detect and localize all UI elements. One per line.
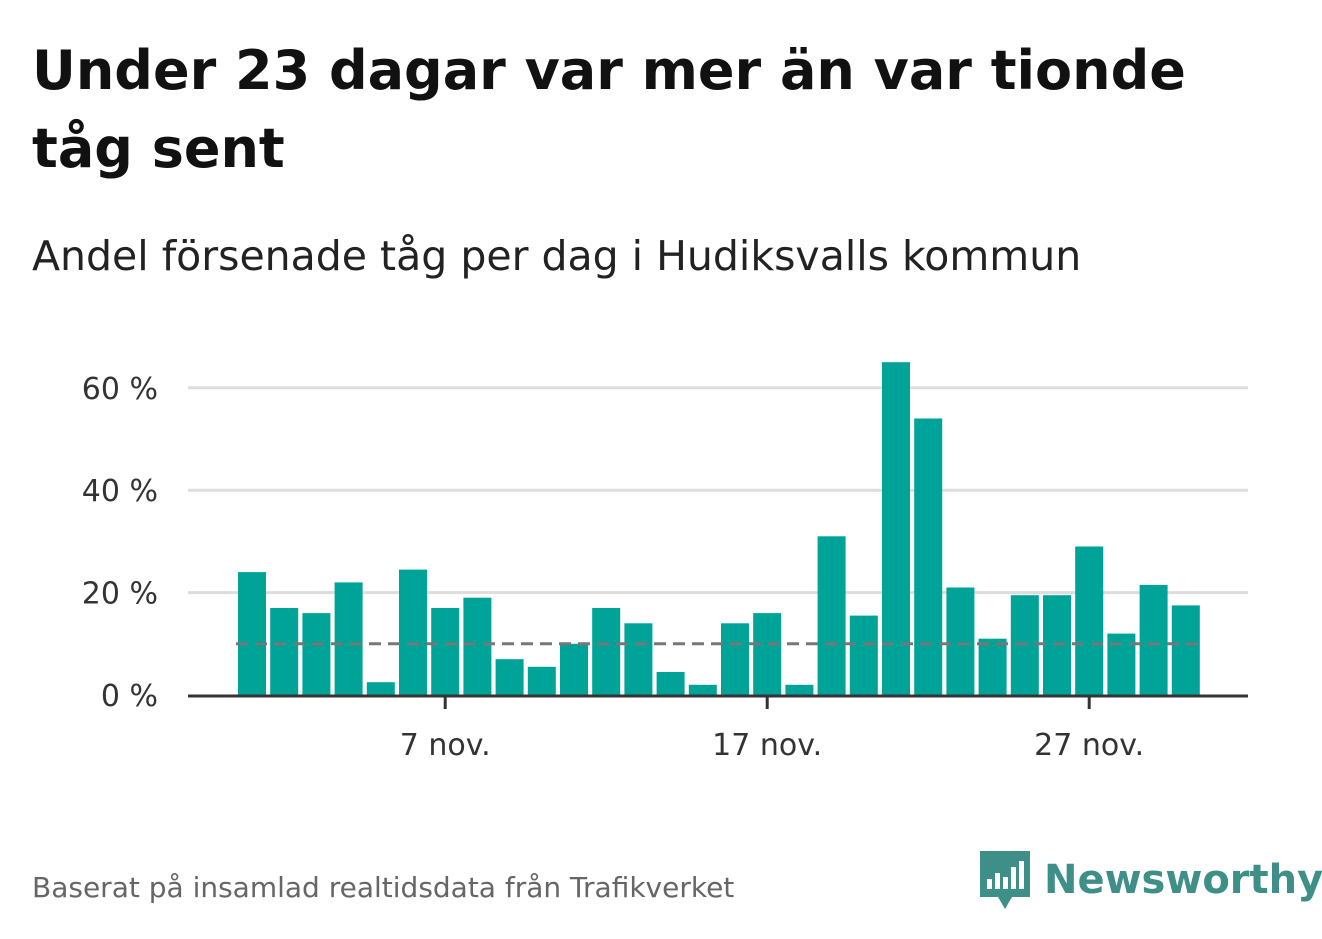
bar (624, 623, 653, 695)
gridlines (188, 386, 1248, 595)
bar (1171, 605, 1200, 695)
bars (238, 362, 1200, 695)
bar (399, 569, 427, 695)
bar (882, 362, 910, 695)
bar (495, 659, 524, 695)
chart-title: Under 23 dagar var mer än var tionde tåg… (32, 39, 1186, 180)
bar (817, 536, 846, 695)
bar (560, 643, 588, 695)
bar (656, 672, 685, 695)
bar (849, 615, 878, 695)
x-tick-label: 27 nov. (1034, 728, 1144, 763)
bar (721, 623, 749, 695)
bar (302, 613, 331, 695)
bar (688, 684, 717, 695)
bar (753, 613, 782, 695)
bar (463, 597, 492, 695)
bar (592, 608, 621, 695)
bar (978, 638, 1007, 695)
brand-logo: Newsworthy (980, 850, 1322, 910)
y-tick-label: 40 % (82, 474, 158, 509)
y-axis-ticks: 0 % 20 % 40 % 60 % (82, 372, 158, 714)
bar (366, 682, 395, 695)
bar (1075, 546, 1104, 695)
y-tick-label: 60 % (82, 372, 158, 407)
y-tick-label: 0 % (101, 679, 158, 714)
bar (1139, 584, 1168, 695)
bar (334, 582, 363, 695)
bar (946, 587, 975, 695)
bar (238, 572, 266, 695)
bar-chart-logo-icon (980, 851, 1030, 909)
bar (914, 418, 943, 695)
source-note: Baserat på insamlad realtidsdata från Tr… (32, 871, 735, 904)
bar (270, 608, 299, 695)
bar (527, 666, 556, 695)
bar (431, 608, 460, 695)
bar (785, 684, 814, 695)
x-axis: 7 nov. 17 nov. 27 nov. (188, 694, 1248, 763)
brand-name: Newsworthy (1044, 857, 1322, 903)
x-tick-label: 7 nov. (400, 728, 491, 763)
chart-subtitle: Andel försenade tåg per dag i Hudiksvall… (32, 232, 1082, 280)
x-tick-label: 17 nov. (712, 728, 822, 763)
y-tick-label: 20 % (82, 577, 158, 612)
